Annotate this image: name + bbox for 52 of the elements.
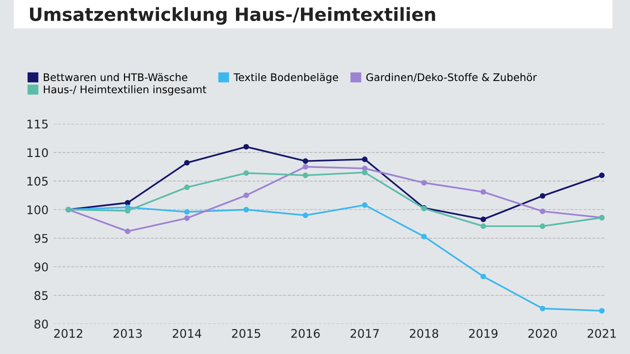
point <box>540 223 546 229</box>
x-tick-label: 2015 <box>232 328 260 338</box>
x-tick-label: 2016 <box>291 328 320 338</box>
y-tick-label: 100 <box>27 205 48 214</box>
legend-label: Haus-/ Heimtextilien insgesamt <box>44 85 206 96</box>
x-tick-label: 2017 <box>350 328 379 338</box>
x-tick-label: 2019 <box>469 328 498 338</box>
point <box>599 308 605 314</box>
y-tick-label: 105 <box>27 176 48 186</box>
point <box>243 170 249 176</box>
point <box>421 180 427 186</box>
point <box>243 206 249 212</box>
y-tick-label: 95 <box>34 234 48 243</box>
point <box>480 189 486 195</box>
point <box>421 234 427 240</box>
legend-label: Textile Bodenbeläge <box>234 73 338 84</box>
point <box>243 192 249 198</box>
point <box>184 184 190 190</box>
point <box>302 158 308 164</box>
y-tick-label: 85 <box>34 291 48 300</box>
x-tick-label: 2020 <box>528 328 557 338</box>
point <box>124 228 130 234</box>
point <box>184 209 190 215</box>
y-tick-label: 80 <box>34 320 48 329</box>
x-tick-label: 2012 <box>54 328 82 338</box>
y-tick-label: 115 <box>27 120 48 129</box>
point <box>480 274 486 280</box>
point <box>302 164 308 170</box>
point <box>362 202 368 208</box>
y-tick-label: 90 <box>34 262 48 272</box>
point <box>362 170 368 176</box>
point <box>184 160 190 166</box>
point <box>540 208 546 214</box>
legend-label: Bettwaren und HTB-Wäsche <box>44 73 188 82</box>
x-tick-label: 2018 <box>410 328 438 338</box>
legend-label: Gardinen/Deko-Stoffe & Zubehör <box>366 73 537 82</box>
point <box>480 216 486 222</box>
point <box>302 172 308 178</box>
x-tick-label: 2014 <box>172 328 202 338</box>
point <box>540 306 546 312</box>
point <box>184 215 190 221</box>
point <box>540 193 546 199</box>
point <box>480 223 486 229</box>
point <box>124 208 130 214</box>
x-tick-label: 2021 <box>588 328 616 338</box>
chart-title: Umsatzentwicklung Haus-/Heimtextilien <box>30 7 436 25</box>
y-tick-label: 110 <box>27 148 48 158</box>
point <box>302 212 308 218</box>
point <box>243 144 249 150</box>
x-tick-label: 2013 <box>113 328 142 338</box>
point <box>362 156 368 162</box>
point <box>599 172 605 178</box>
